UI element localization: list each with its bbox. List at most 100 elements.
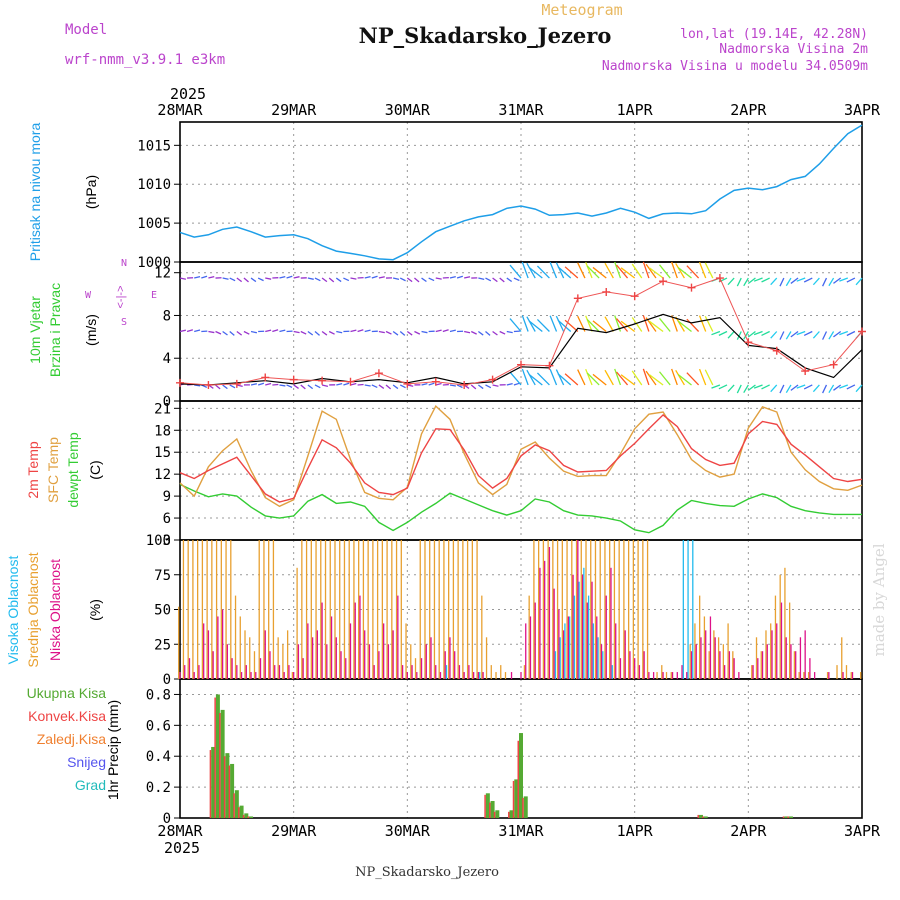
wind-barb <box>761 330 770 337</box>
sfc-temp-title: SFC Temp <box>45 437 61 503</box>
wind-barb <box>449 384 456 387</box>
wind-barb <box>194 276 201 279</box>
cloud-ylabel: (%) <box>87 599 103 621</box>
wind-barb <box>194 384 201 387</box>
wind-barb <box>215 330 222 335</box>
wind-barb <box>747 384 756 391</box>
wind-barb <box>711 384 721 389</box>
precip-conv-bar <box>702 816 704 818</box>
wind-barb <box>839 384 849 389</box>
y-tick-label: 4 <box>163 351 171 367</box>
precip-legend-item: Grad <box>75 777 106 793</box>
wind-barb <box>499 330 506 335</box>
y-tick-label: 25 <box>154 637 171 653</box>
wind-barb <box>846 384 856 390</box>
wind-barb <box>421 330 428 334</box>
precip-conv-bar <box>223 756 226 818</box>
model-name: wrf-nmm_v3.9.1 e3km <box>65 52 225 68</box>
wind-barb <box>321 277 328 283</box>
y-tick-label: 6 <box>163 511 171 527</box>
pressure-ylabel: (hPa) <box>83 175 99 209</box>
wind-barb <box>328 330 335 335</box>
wind-barb <box>736 384 742 394</box>
wind-barb <box>343 277 350 282</box>
pressure-line <box>179 124 863 261</box>
wind-barb <box>236 277 243 283</box>
wind-barb <box>229 384 236 389</box>
wind-barb <box>833 277 842 284</box>
precip-conv-bar <box>517 740 519 818</box>
y-tick-label: 12 <box>154 467 171 483</box>
precip-conv-bar <box>233 793 235 818</box>
precip-total-bar <box>514 779 519 818</box>
sfc-temp-line <box>179 404 863 508</box>
wind-barb <box>407 384 414 387</box>
wind-barb <box>464 276 471 279</box>
precip-title: 1hr Precip (mm) <box>105 700 121 800</box>
gust-marker <box>204 380 213 389</box>
precip-total-bar <box>244 813 249 818</box>
wind-ylabel: (m/s) <box>83 314 99 346</box>
wind-barb <box>250 383 258 386</box>
wind-barb <box>321 384 329 387</box>
bottom-date-label: 29MAR <box>271 822 317 840</box>
wind-barb <box>506 330 513 334</box>
precip-conv-bar <box>209 750 212 818</box>
y-tick-label: 100 <box>146 533 171 549</box>
wind-barb <box>307 330 314 336</box>
gust-marker <box>715 274 724 283</box>
wind-barb <box>343 382 350 386</box>
wind-barb <box>435 382 442 386</box>
wind-barb <box>839 277 849 282</box>
precip-total-bar <box>788 816 793 818</box>
wind-barb <box>442 329 449 333</box>
wind-barb <box>286 275 293 279</box>
wind-barb <box>506 382 513 386</box>
wind-barb <box>564 319 579 332</box>
wind-barb <box>812 331 820 339</box>
wind-barb <box>822 384 828 394</box>
wind-barb <box>631 263 643 279</box>
precip-total-bar <box>523 796 528 818</box>
bottom-date-label: 1APR <box>617 822 654 840</box>
wind-barb <box>371 384 378 389</box>
wind-barb <box>513 382 520 386</box>
wind-barb <box>399 331 406 336</box>
wind-barb <box>658 371 671 386</box>
wind-barb <box>642 315 650 332</box>
wind-barb <box>592 320 607 333</box>
wind-barb <box>803 277 813 283</box>
wind-barb <box>704 369 714 386</box>
wind-barb <box>265 329 272 333</box>
compass-e: E <box>151 290 157 301</box>
wind-barb <box>406 277 413 283</box>
precip-conv-bar <box>493 811 496 818</box>
precip-conv-bar <box>228 765 231 818</box>
wind-barb <box>586 372 600 386</box>
y-tick-label: 50 <box>154 603 171 619</box>
wind-barb <box>492 277 498 283</box>
wind-barb <box>477 330 484 336</box>
temp-2m-line <box>179 413 863 503</box>
wind-barb <box>698 261 707 279</box>
precip-conv-bar <box>787 816 789 818</box>
precip-total-bar <box>485 793 490 818</box>
wind-barb <box>513 277 520 282</box>
bottom-date-label: 30MAR <box>385 822 431 840</box>
precip-conv-bar <box>219 712 221 818</box>
wind-barb <box>526 369 536 386</box>
wind-barb <box>796 277 806 282</box>
wind-barb <box>300 330 307 335</box>
precip-conv-bar <box>489 802 491 818</box>
compass-arrows: <-|-> <box>115 285 127 308</box>
dewpt-title: dewpt Temp <box>65 432 81 507</box>
temp-ylabel: (C) <box>87 460 103 479</box>
gust-marker <box>403 379 412 388</box>
wind-barb <box>485 277 492 282</box>
wind-subtitle: Brzina i Pravac <box>47 283 63 377</box>
wind-barb <box>790 384 799 391</box>
wind-barb <box>406 330 413 336</box>
wind-barb <box>779 277 785 287</box>
wind-barb <box>671 368 678 386</box>
